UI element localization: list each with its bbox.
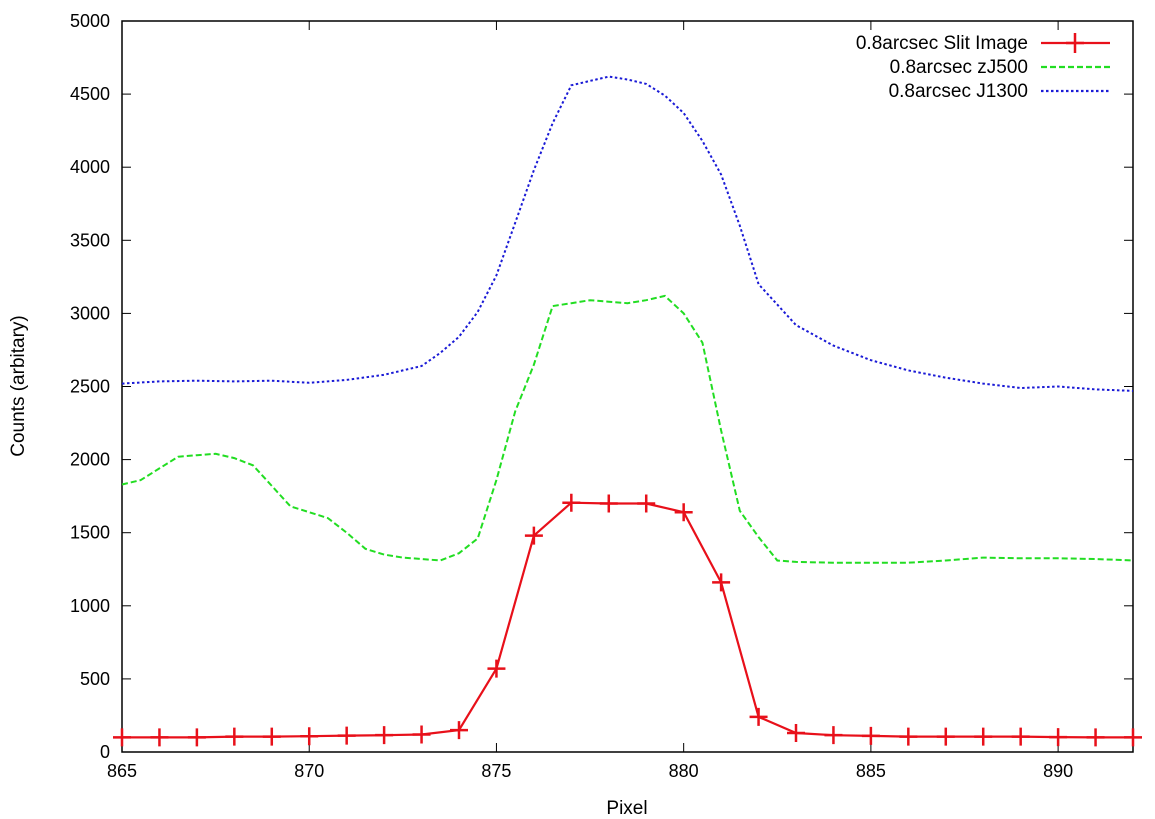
data-point-marker	[1011, 727, 1030, 746]
data-point-marker	[599, 494, 618, 513]
data-point-marker	[824, 726, 843, 745]
y-tick-label: 1000	[70, 596, 110, 616]
x-tick-label: 880	[669, 761, 699, 781]
y-tick-label: 3500	[70, 230, 110, 250]
y-axis-label: Counts (arbitary)	[8, 315, 29, 457]
data-point-marker	[150, 728, 169, 747]
data-point-marker	[300, 727, 319, 746]
data-point-marker	[562, 493, 581, 512]
data-point-marker	[375, 726, 394, 745]
data-point-marker	[1124, 728, 1142, 747]
data-point-marker	[861, 726, 880, 745]
legend-marker	[1066, 33, 1084, 53]
legend-label: 0.8arcsec zJ500	[890, 57, 1028, 78]
data-point-marker	[337, 726, 356, 745]
y-tick-label: 5000	[70, 11, 110, 31]
legend: 0.8arcsec Slit Image 0.8arcsec zJ500 0.8ar…	[856, 33, 1110, 102]
data-point-marker	[225, 727, 244, 746]
y-tick-label: 500	[80, 669, 110, 689]
x-axis: 865 870 875 880 885 890	[107, 21, 1073, 781]
data-point-marker	[487, 659, 506, 678]
y-tick-label: 1500	[70, 523, 110, 543]
y-axis: 0 500 1000 1500 2000 2500 3000 3500 4000 4500 5000	[70, 11, 1133, 762]
data-point-marker	[187, 728, 206, 747]
data-point-marker	[412, 725, 431, 744]
series-line-2	[121, 75, 1134, 392]
data-point-marker	[787, 723, 805, 742]
data-point-marker	[1086, 728, 1105, 747]
data-point-marker	[637, 494, 656, 513]
y-tick-label: 4000	[70, 157, 110, 177]
data-point-marker	[674, 503, 693, 522]
data-point-marker	[113, 728, 131, 747]
series-line-0	[122, 501, 1133, 739]
data-point-marker	[936, 727, 955, 746]
data-point-marker	[524, 526, 543, 545]
series-line-1	[121, 294, 1134, 564]
x-tick-label: 865	[107, 761, 137, 781]
y-tick-label: 0	[100, 742, 110, 762]
series-layer	[113, 75, 1142, 747]
data-point-marker	[899, 727, 918, 746]
x-tick-label: 875	[481, 761, 511, 781]
y-tick-label: 2000	[70, 450, 110, 470]
x-tick-label: 870	[294, 761, 324, 781]
x-tick-label: 885	[856, 761, 886, 781]
y-tick-label: 2500	[70, 377, 110, 397]
data-point-marker	[262, 727, 281, 746]
data-point-marker	[450, 721, 468, 740]
legend-label: 0.8arcsec J1300	[889, 81, 1028, 102]
data-point-marker	[712, 573, 731, 592]
data-point-marker	[749, 707, 768, 726]
legend-label: 0.8arcsec Slit Image	[856, 33, 1028, 54]
y-tick-label: 4500	[70, 84, 110, 104]
x-axis-label: Pixel	[606, 798, 647, 819]
data-point-marker	[1049, 728, 1068, 747]
x-tick-label: 890	[1043, 761, 1073, 781]
y-tick-label: 3000	[70, 303, 110, 323]
data-point-marker	[974, 727, 993, 746]
plot-frame	[121, 20, 1134, 753]
